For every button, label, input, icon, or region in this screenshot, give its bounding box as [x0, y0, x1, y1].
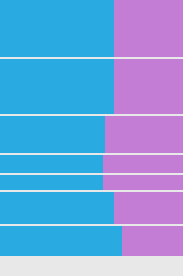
Bar: [105, 116, 183, 153]
Bar: [0, 116, 105, 153]
Bar: [0, 226, 122, 256]
Bar: [114, 59, 183, 114]
Bar: [0, 155, 103, 173]
Bar: [122, 226, 183, 256]
Bar: [0, 192, 114, 224]
Bar: [0, 59, 114, 114]
Bar: [0, 175, 103, 190]
Bar: [103, 175, 183, 190]
Bar: [114, 0, 183, 57]
Bar: [103, 155, 183, 173]
Bar: [114, 192, 183, 224]
Bar: [0, 0, 114, 57]
